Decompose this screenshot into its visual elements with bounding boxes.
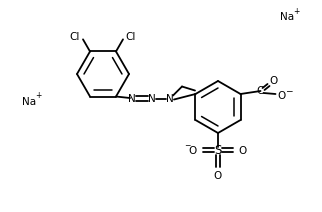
Text: Cl: Cl <box>126 32 136 42</box>
Text: −: − <box>285 86 292 95</box>
Text: Na: Na <box>280 12 294 22</box>
Text: C: C <box>257 86 264 96</box>
Text: N: N <box>148 93 156 103</box>
Text: N: N <box>128 93 136 103</box>
Text: O: O <box>277 91 286 101</box>
Text: O: O <box>214 171 222 181</box>
Text: Na: Na <box>22 97 36 107</box>
Text: −: − <box>184 141 190 151</box>
Text: +: + <box>293 7 299 15</box>
Text: N: N <box>166 93 174 103</box>
Text: Cl: Cl <box>70 32 80 42</box>
Text: +: + <box>35 92 41 100</box>
Text: O: O <box>270 76 278 86</box>
Text: O: O <box>189 146 197 156</box>
Text: O: O <box>239 146 247 156</box>
Text: S: S <box>214 145 222 158</box>
